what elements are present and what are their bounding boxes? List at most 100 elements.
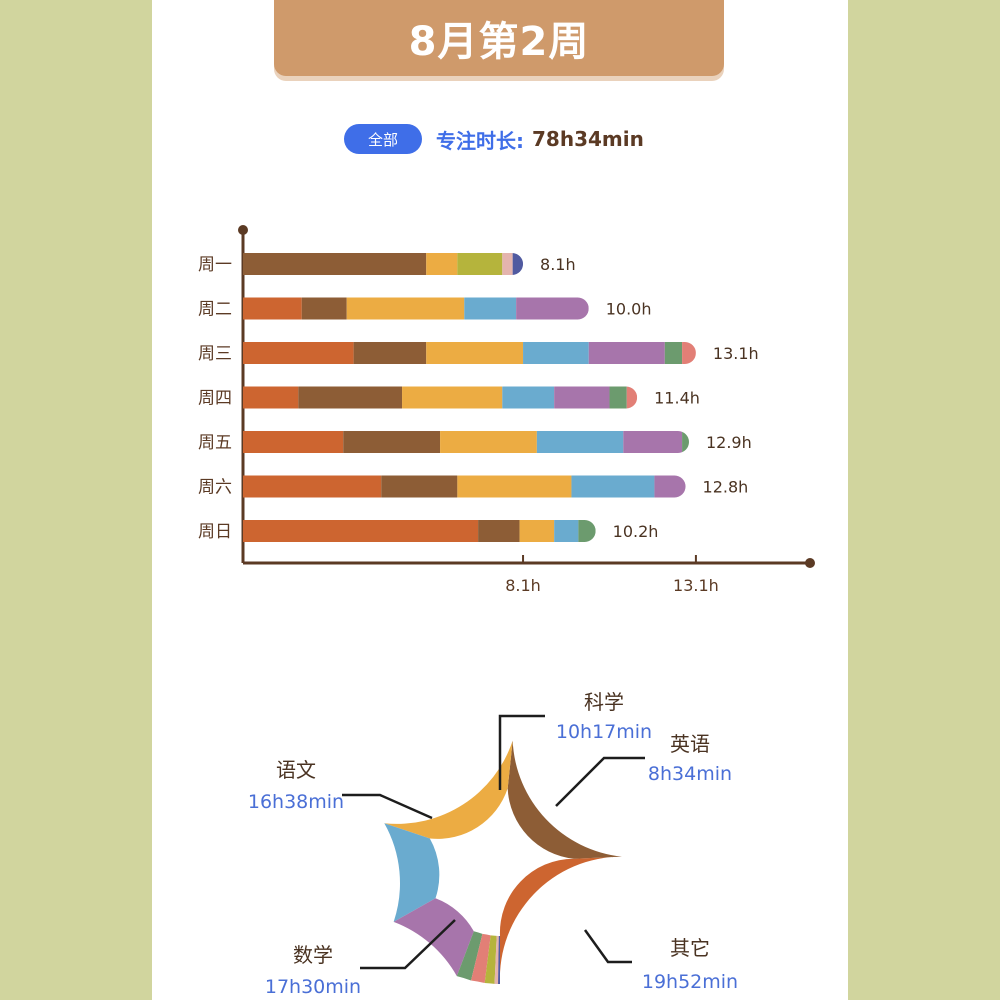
slice-label: 数学 bbox=[293, 943, 333, 967]
callout-line bbox=[360, 919, 456, 970]
bar-segment bbox=[512, 253, 524, 275]
bar-segment bbox=[554, 386, 610, 409]
bar-segment bbox=[440, 431, 537, 453]
slice-label: 其它 bbox=[670, 936, 710, 960]
bar-segment bbox=[626, 386, 638, 409]
day-total-label: 8.1h bbox=[540, 255, 576, 274]
bar-segment bbox=[346, 297, 465, 320]
bar-segment bbox=[457, 253, 503, 275]
donut-slice bbox=[507, 740, 622, 859]
day-total-label: 12.9h bbox=[706, 433, 752, 452]
bar-segment bbox=[301, 297, 347, 320]
slice-value-label: 17h30min bbox=[265, 976, 361, 998]
week-title: 8月第2周 bbox=[274, 0, 724, 76]
bar-segment bbox=[502, 253, 513, 275]
bar-segment bbox=[457, 475, 572, 498]
bar-segment bbox=[516, 297, 589, 320]
slice-label: 科学 bbox=[584, 690, 624, 714]
day-bar bbox=[243, 520, 596, 542]
callout-line bbox=[555, 756, 645, 807]
bar-segment bbox=[554, 520, 579, 542]
x-axis-end-dot bbox=[805, 558, 815, 568]
bar-segment bbox=[402, 386, 503, 409]
donut-slice bbox=[484, 935, 497, 984]
day-bar bbox=[243, 253, 524, 275]
donut-slice bbox=[499, 856, 622, 984]
slice-label: 英语 bbox=[670, 732, 710, 756]
subject-donut-chart: 其它 19h52min 数学 17h30min 语文 16h38min 科学 10h17min… bbox=[248, 690, 738, 998]
bar-segment bbox=[478, 520, 520, 542]
donut-slice bbox=[456, 931, 483, 981]
day-total-label: 13.1h bbox=[713, 344, 759, 363]
bar-segment bbox=[243, 520, 479, 542]
callout-line bbox=[342, 793, 433, 820]
bar-segment bbox=[578, 520, 596, 542]
slice-value-label: 16h38min bbox=[248, 791, 344, 813]
bar-segment bbox=[243, 475, 382, 498]
bar-segment bbox=[426, 342, 524, 364]
bar-segment bbox=[243, 253, 427, 275]
slice-value-label: 10h17min bbox=[556, 721, 652, 743]
day-bar bbox=[243, 475, 699, 498]
day-total-label: 11.4h bbox=[654, 389, 700, 408]
bar-segment bbox=[682, 342, 696, 364]
day-bar bbox=[243, 342, 696, 364]
bar-segment bbox=[243, 297, 302, 320]
bar-segment bbox=[623, 431, 683, 453]
day-total-label: 10.2h bbox=[613, 522, 659, 541]
x-tick-label: 8.1h bbox=[505, 576, 541, 595]
daily-focus-bar-chart: 8.1h 13.1h 周一 8.1h 周二 10.0h 周三 13.1h 周四 11.4h 周五 12… bbox=[198, 225, 815, 595]
day-label: 周三 bbox=[198, 344, 232, 364]
day-label: 周四 bbox=[198, 389, 232, 409]
bar-segment bbox=[343, 431, 441, 453]
bar-segment bbox=[571, 475, 655, 498]
x-tick-label: 13.1h bbox=[673, 576, 719, 595]
bar-segment bbox=[664, 342, 683, 364]
bar-segment bbox=[353, 342, 427, 364]
callout-line bbox=[498, 714, 545, 790]
bar-segment bbox=[381, 475, 458, 498]
donut-slice bbox=[393, 898, 474, 977]
day-label: 周六 bbox=[198, 478, 232, 498]
day-total-label: 10.0h bbox=[606, 300, 652, 319]
donut-slice bbox=[471, 933, 491, 984]
bar-segment bbox=[243, 431, 344, 453]
slice-value-label: 19h52min bbox=[642, 971, 738, 993]
donut-slice bbox=[498, 935, 500, 984]
day-bar bbox=[243, 431, 689, 453]
bar-segment bbox=[243, 342, 354, 364]
donut-slice bbox=[384, 740, 513, 839]
slice-value-label: 8h34min bbox=[648, 763, 732, 785]
bar-segment bbox=[536, 431, 624, 453]
bar-segment bbox=[654, 475, 686, 498]
total-focus-time: 专注时长: 78h34min bbox=[436, 124, 644, 154]
donut-slice bbox=[384, 823, 440, 922]
bar-segment bbox=[682, 431, 689, 453]
day-total-label: 12.8h bbox=[703, 478, 749, 497]
callout-line bbox=[583, 929, 632, 964]
day-label: 周一 bbox=[198, 255, 232, 275]
bar-segment bbox=[298, 386, 403, 409]
day-label: 周日 bbox=[198, 522, 232, 542]
slice-label: 语文 bbox=[276, 758, 316, 782]
report-page bbox=[152, 0, 848, 1000]
day-bar bbox=[243, 386, 638, 409]
day-label: 周二 bbox=[198, 300, 232, 320]
bar-segment bbox=[502, 386, 555, 409]
day-label: 周五 bbox=[198, 433, 232, 453]
total-focus-label: 专注时长: bbox=[436, 128, 524, 153]
bar-segment bbox=[523, 342, 589, 364]
bar-segment bbox=[464, 297, 517, 320]
bar-segment bbox=[243, 386, 299, 409]
bar-segment bbox=[519, 520, 555, 542]
donut-slice bbox=[494, 935, 499, 984]
bar-segment bbox=[609, 386, 627, 409]
filter-all-button[interactable]: 全部 bbox=[344, 124, 422, 154]
bar-segment bbox=[588, 342, 665, 364]
day-bar bbox=[243, 297, 589, 320]
total-focus-value: 78h34min bbox=[532, 127, 644, 151]
bar-segment bbox=[426, 253, 458, 275]
bar-segment bbox=[689, 476, 699, 498]
y-axis-end-dot bbox=[238, 225, 248, 235]
